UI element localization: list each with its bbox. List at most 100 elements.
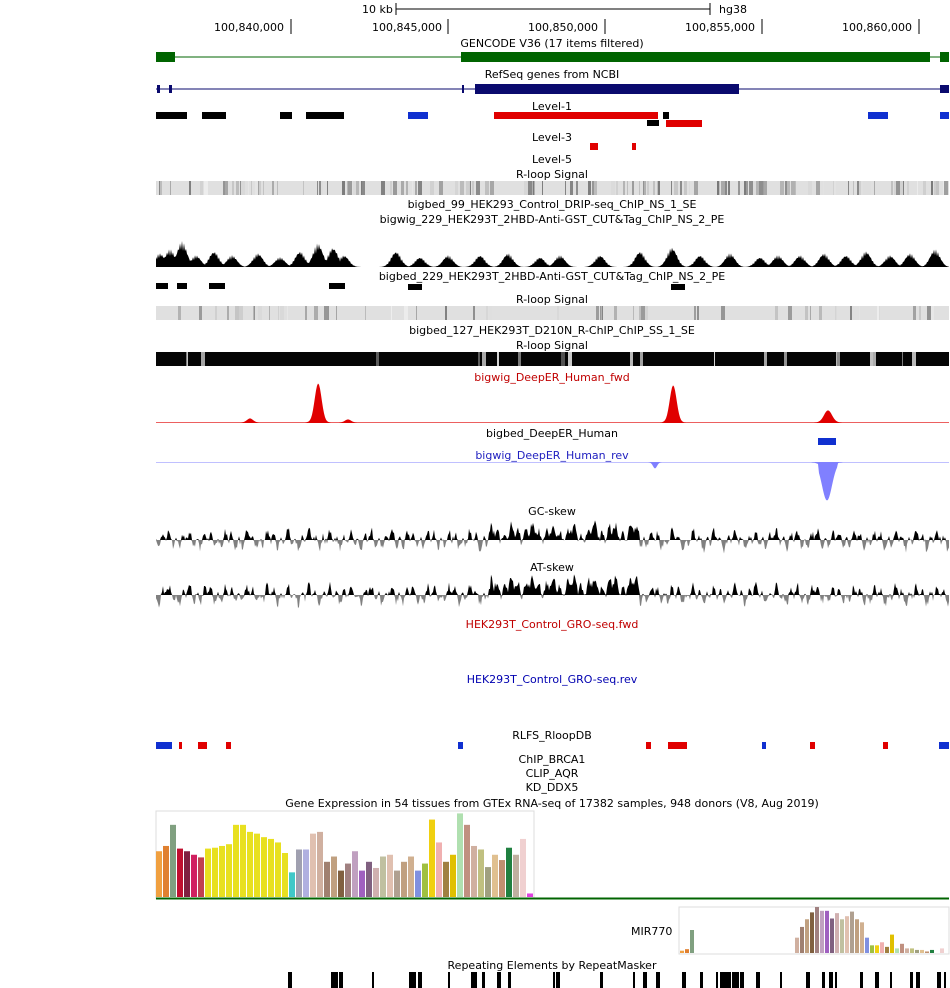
- rlfs-feature[interactable]: [810, 742, 815, 749]
- mir770-chart-frame: [678, 906, 950, 955]
- level-feature-reverse[interactable]: [940, 112, 949, 119]
- level-1-track[interactable]: Level-1: [156, 100, 949, 127]
- rloop-density-mark: [694, 306, 696, 320]
- rlfs-feature[interactable]: [198, 742, 207, 749]
- repeatmasker-track[interactable]: Repeating Elements by RepeatMasker: [288, 959, 946, 988]
- rloop-density-mark: [788, 306, 792, 320]
- rloop-density-mark: [160, 181, 162, 195]
- rloop-density-mark: [644, 306, 648, 320]
- gtex-tissue-bar: [303, 849, 309, 897]
- gencode-track[interactable]: GENCODE V36 (17 items filtered): [156, 37, 949, 62]
- rlfs-feature[interactable]: [179, 742, 182, 749]
- at-skew-track[interactable]: AT-skew: [156, 561, 949, 609]
- mir770-tissue-bar: [870, 945, 874, 953]
- repeat-element: [409, 972, 413, 988]
- rloop-density-mark: [455, 181, 458, 195]
- deeper-fwd-track[interactable]: bigwig_DeepER_Human_fwd: [156, 371, 949, 423]
- gencode-exon[interactable]: [461, 52, 930, 62]
- cuttag-peak[interactable]: [408, 284, 422, 290]
- repeat-element: [335, 972, 338, 988]
- level-feature[interactable]: [632, 143, 636, 150]
- track-label-rloop-signal: R-loop Signal: [516, 293, 588, 306]
- rlfs-feature[interactable]: [939, 742, 949, 749]
- rlfs-feature[interactable]: [458, 742, 463, 749]
- cuttag-peak[interactable]: [329, 283, 345, 289]
- gtex-tissue-bar: [156, 851, 162, 897]
- rloop-density-mark: [641, 306, 645, 320]
- rloop-signal-track-2[interactable]: R-loop Signal: [156, 293, 949, 320]
- gtex-tissue-bar: [212, 847, 218, 897]
- rlfs-track[interactable]: RLFS_RloopDB: [156, 729, 949, 749]
- repeat-element: [372, 972, 374, 988]
- gtex-tissue-bar: [499, 860, 505, 897]
- rloop-density-mark: [756, 181, 759, 195]
- cuttag-bigwig-track[interactable]: bigwig_229_HEK293T_2HBD-Anti-GST_CUT&Tag…: [156, 213, 949, 267]
- cuttag-bigbed-track[interactable]: bigbed_229_HEK293T_2HBD-Anti-GST_CUT&Tag…: [156, 270, 725, 290]
- rlfs-feature[interactable]: [156, 742, 172, 749]
- refseq-exon[interactable]: [169, 85, 172, 93]
- level-feature-forward[interactable]: [494, 112, 658, 119]
- deeper-rev-track[interactable]: bigwig_DeepER_Human_rev: [156, 449, 949, 501]
- cuttag-peak[interactable]: [209, 283, 225, 289]
- rlfs-feature[interactable]: [646, 742, 651, 749]
- deeper-fwd-signal: [156, 383, 949, 423]
- rloop-density-mark: [934, 181, 937, 195]
- level-feature[interactable]: [280, 112, 292, 119]
- level-feature-forward[interactable]: [666, 120, 702, 127]
- cuttag-peak[interactable]: [177, 283, 187, 289]
- level-feature[interactable]: [306, 112, 344, 119]
- refseq-exon[interactable]: [462, 85, 464, 93]
- level-feature[interactable]: [156, 112, 187, 119]
- gtex-tissue-bar: [380, 856, 386, 897]
- level-feature-forward[interactable]: [590, 143, 598, 150]
- rlfs-feature[interactable]: [226, 742, 231, 749]
- cuttag-peak[interactable]: [671, 284, 685, 290]
- rloop-density-mark: [263, 181, 264, 195]
- level-feature[interactable]: [663, 112, 669, 119]
- deeper-bed-track[interactable]: bigbed_DeepER_Human: [486, 427, 836, 445]
- level-feature[interactable]: [202, 112, 226, 119]
- refseq-track[interactable]: RefSeq genes from NCBI: [156, 68, 949, 94]
- rlfs-feature[interactable]: [762, 742, 766, 749]
- level-feature[interactable]: [647, 120, 659, 126]
- level-feature-reverse[interactable]: [868, 112, 888, 119]
- rloop-density-mark: [859, 181, 861, 195]
- gtex-tissue-bar: [296, 849, 302, 897]
- rloop-signal-track-1[interactable]: R-loop Signal: [156, 168, 949, 195]
- gtex-tissue-bar: [415, 870, 421, 897]
- gtex-track[interactable]: Gene Expression in 54 tissues from GTEx …: [155, 797, 949, 900]
- rlfs-feature[interactable]: [883, 742, 888, 749]
- gtex-tissue-bar: [436, 842, 442, 897]
- rloop-density-mark: [406, 181, 408, 195]
- base-position-ruler[interactable]: 10 kb hg38 100,840,000 100,845,000 100,8…: [214, 3, 920, 34]
- gc-skew-track[interactable]: GC-skew: [156, 505, 949, 554]
- level-feature-reverse[interactable]: [408, 112, 428, 119]
- repeat-element: [728, 972, 731, 988]
- mir770-bar-chart[interactable]: [680, 907, 944, 953]
- gtex-tissue-bar: [205, 848, 211, 897]
- rloop-density-mark: [204, 181, 208, 195]
- gtex-bar-chart[interactable]: [156, 813, 533, 897]
- rloop-density-mark: [721, 181, 725, 195]
- rloop-density-mark: [342, 181, 345, 195]
- rloop-density-mark: [891, 181, 893, 195]
- rloop-signal-track-3[interactable]: R-loop Signal: [156, 339, 949, 366]
- cuttag-peak[interactable]: [156, 283, 168, 289]
- gtex-tissue-bar: [268, 838, 274, 897]
- refseq-exon[interactable]: [157, 85, 160, 93]
- level-3-track[interactable]: Level-3: [532, 131, 636, 150]
- rloop-density-mark: [223, 181, 225, 195]
- mir770-tissue-bar: [910, 948, 914, 953]
- gtex-tissue-bar: [366, 861, 372, 897]
- refseq-exon[interactable]: [940, 85, 949, 93]
- rlfs-feature[interactable]: [668, 742, 687, 749]
- deeper-peak-reverse[interactable]: [818, 438, 836, 445]
- gencode-exon[interactable]: [940, 52, 949, 62]
- repeat-element: [875, 972, 879, 988]
- gencode-exon[interactable]: [156, 52, 175, 62]
- refseq-exon[interactable]: [475, 84, 739, 94]
- rloop-density-mark: [353, 181, 356, 195]
- mir770-track[interactable]: MIR770: [631, 906, 950, 955]
- rloop-density-mark: [647, 181, 649, 195]
